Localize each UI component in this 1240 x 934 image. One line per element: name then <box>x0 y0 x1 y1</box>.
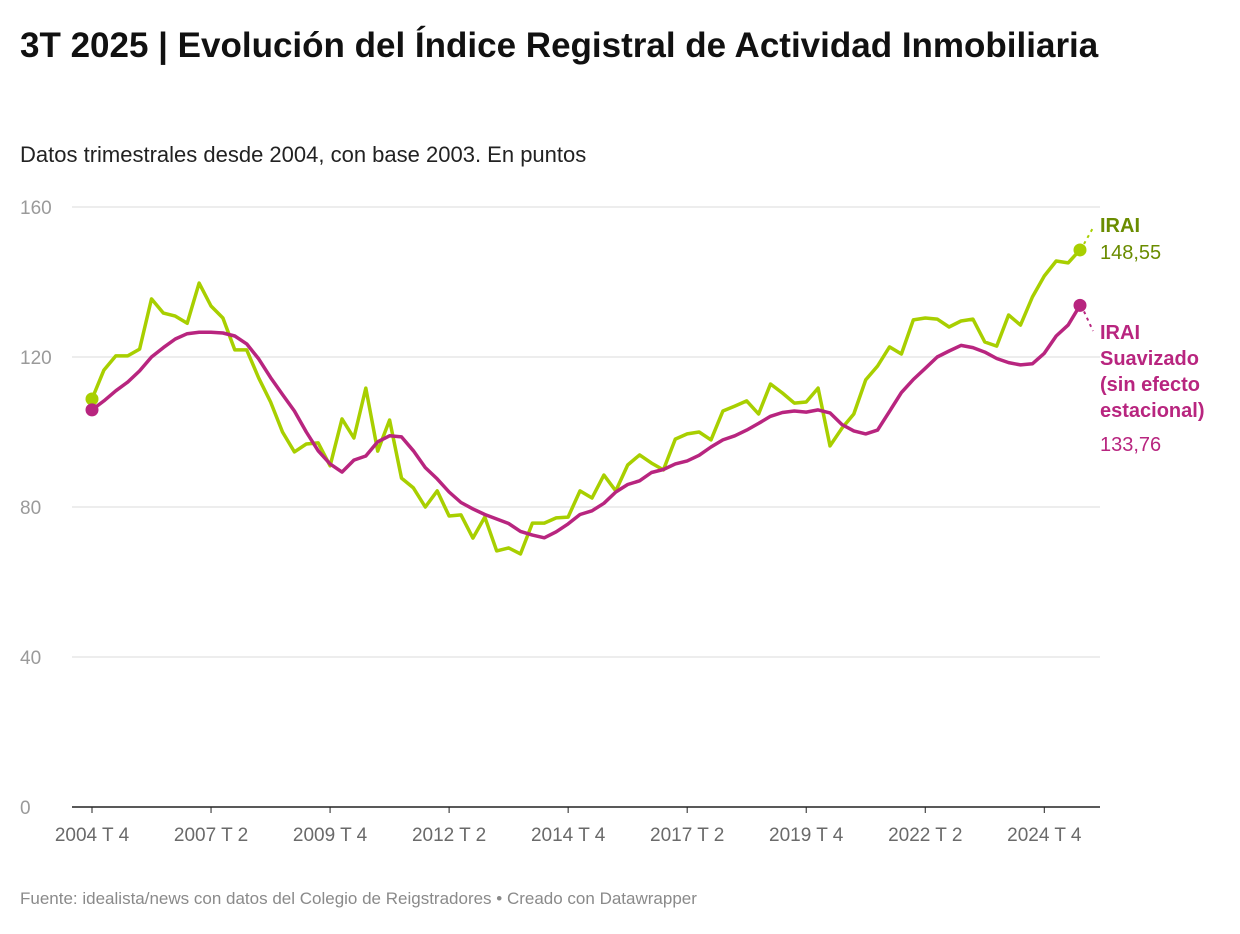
end-value-label: 148,55 <box>1100 242 1161 264</box>
x-axis: 2004 T 4 2007 T 2 2009 T 4 2012 T 2 2014 T 4… <box>55 807 1082 846</box>
x-tick-label: 2014 T 4 <box>531 825 606 846</box>
chart-subtitle: Datos trimestrales desde 2004, con base … <box>20 142 587 167</box>
x-tick-label: 2012 T 2 <box>412 825 486 846</box>
series-label-irai-suavizado: Suavizado <box>1100 348 1199 370</box>
start-point-marker <box>85 392 99 406</box>
x-tick-label: 2019 T 4 <box>769 825 844 846</box>
y-tick-label: 0 <box>20 798 31 819</box>
y-tick-label: 40 <box>20 648 41 669</box>
series-lines <box>85 243 1087 556</box>
series-line-irai <box>90 248 1082 556</box>
chart-title: 3T 2025 | Evolución del Índice Registral… <box>20 26 1099 65</box>
series-labels: IRAI 148,55 IRAI Suavizado (sin efecto estaci… <box>1083 215 1204 456</box>
series-label-irai-suavizado: IRAI <box>1100 322 1140 344</box>
leader-line <box>1083 225 1095 245</box>
x-tick-label: 2022 T 2 <box>888 825 962 846</box>
leader-line <box>1083 310 1094 332</box>
series-label-irai-suavizado: (sin efecto <box>1100 374 1200 396</box>
start-point-marker <box>85 403 99 417</box>
series-line-irai-suavizado <box>90 303 1082 540</box>
x-tick-label: 2024 T 4 <box>1007 825 1082 846</box>
y-tick-label: 160 <box>20 198 52 219</box>
x-tick-label: 2007 T 2 <box>174 825 248 846</box>
end-value-label: 133,76 <box>1100 434 1161 456</box>
gridlines <box>72 206 1100 808</box>
end-point-marker <box>1073 243 1087 257</box>
x-tick-label: 2017 T 2 <box>650 825 724 846</box>
x-tick-label: 2004 T 4 <box>55 825 130 846</box>
x-tick-label: 2009 T 4 <box>293 825 368 846</box>
end-point-marker <box>1073 298 1087 312</box>
y-axis: 0 40 80 120 160 <box>20 198 52 819</box>
series-label-irai: IRAI <box>1100 215 1140 237</box>
y-tick-label: 80 <box>20 498 41 519</box>
y-tick-label: 120 <box>20 348 52 369</box>
series-label-irai-suavizado: estacional) <box>1100 400 1204 422</box>
source-footer: Fuente: idealista/news con datos del Col… <box>20 889 697 908</box>
